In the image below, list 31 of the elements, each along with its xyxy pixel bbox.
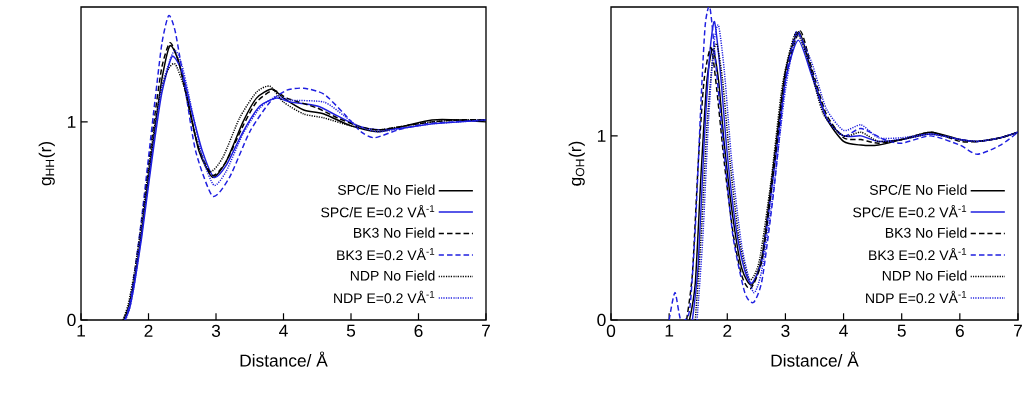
y-axis-title: g$_{OH}$(r) <box>568 141 585 186</box>
y-axis-title: g$_{HH}$(r) <box>38 141 55 186</box>
x-tick-label: 1 <box>665 324 674 337</box>
legend-label: BK3 No Field <box>354 227 435 238</box>
legend-label: SPC/E No Field <box>869 184 967 195</box>
legend-label: NDP E=0.2 VÅ$^{-1}$ <box>334 290 435 304</box>
x-tick-label: 0 <box>606 324 616 337</box>
x-tick-label: 1 <box>77 324 85 337</box>
legend-label: BK3 No Field <box>885 227 967 238</box>
legend-label: BK3 E=0.2 VÅ$^{-1}$ <box>869 247 967 261</box>
x-tick-label: 5 <box>346 324 356 337</box>
x-tick-label: 2 <box>723 324 732 337</box>
x-tick-label: 2 <box>144 324 153 337</box>
legend-label: NDP No Field <box>882 270 967 281</box>
legend-label: SPC/E E=0.2 VÅ$^{-1}$ <box>321 205 435 218</box>
x-tick-label: 4 <box>279 324 288 337</box>
x-tick-label: 6 <box>414 324 423 337</box>
x-tick-label: 7 <box>1014 324 1022 337</box>
x-axis-title: Distance/ Å <box>240 351 328 367</box>
legend-label: SPC/E No Field <box>337 184 435 195</box>
legend-label: SPC/E E=0.2 VÅ$^{-1}$ <box>853 205 967 218</box>
x-tick-label: 4 <box>839 324 848 337</box>
legend-label: NDP E=0.2 VÅ$^{-1}$ <box>866 290 967 304</box>
x-axis-title: Distance/ Å <box>771 351 859 367</box>
x-tick-label: 3 <box>211 324 221 337</box>
x-tick-label: 7 <box>482 324 490 337</box>
x-tick-label: 3 <box>781 324 790 337</box>
x-tick-label: 5 <box>897 324 906 337</box>
legend-label: NDP No Field <box>350 270 435 281</box>
legend-label: BK3 E=0.2 VÅ$^{-1}$ <box>337 247 435 261</box>
x-tick-label: 6 <box>955 324 964 337</box>
